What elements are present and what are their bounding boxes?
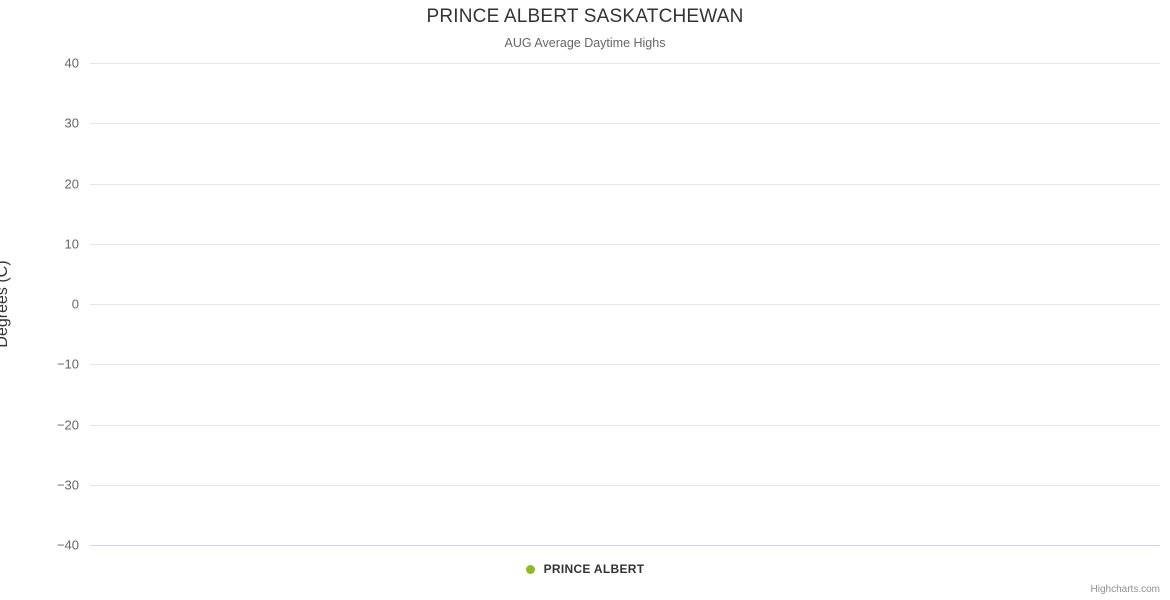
- y-axis-tick-label: −30: [56, 477, 79, 493]
- gridline: [90, 243, 1160, 245]
- y-axis-title: Degrees (C): [0, 217, 21, 347]
- gridline: [90, 424, 1160, 426]
- y-axis-tick-label: −10: [56, 356, 79, 372]
- chart-title: PRINCE ALBERT SASKATCHEWAN: [426, 6, 744, 27]
- chart-subtitle: AUG Average Daytime Highs: [504, 36, 666, 50]
- gridline: [90, 484, 1160, 486]
- chart-legend: PRINCE ALBERT: [0, 562, 1170, 576]
- x-axis-line: [90, 545, 1160, 546]
- gridline: [90, 123, 1160, 125]
- y-axis-tick-label: −20: [56, 417, 79, 432]
- gridline: [90, 63, 1160, 64]
- gridline: [90, 364, 1160, 366]
- y-axis-tick-label: 30: [64, 115, 79, 131]
- gridline: [90, 304, 1160, 305]
- legend-item-prince-albert[interactable]: PRINCE ALBERT: [525, 562, 645, 576]
- y-axis-tick-label: −40: [56, 537, 79, 553]
- legend-marker-icon: [525, 564, 535, 574]
- y-axis-tick-label: 40: [64, 55, 79, 71]
- highcharts-credits-link[interactable]: Highcharts.com: [1090, 584, 1160, 595]
- legend-item-label: PRINCE ALBERT: [543, 562, 645, 576]
- y-axis-tick-label: 20: [64, 176, 79, 191]
- y-axis-tick-label: 10: [64, 236, 79, 252]
- y-axis-tick-label: 0: [71, 296, 79, 312]
- plot-area: [90, 63, 1160, 545]
- gridline: [90, 183, 1160, 185]
